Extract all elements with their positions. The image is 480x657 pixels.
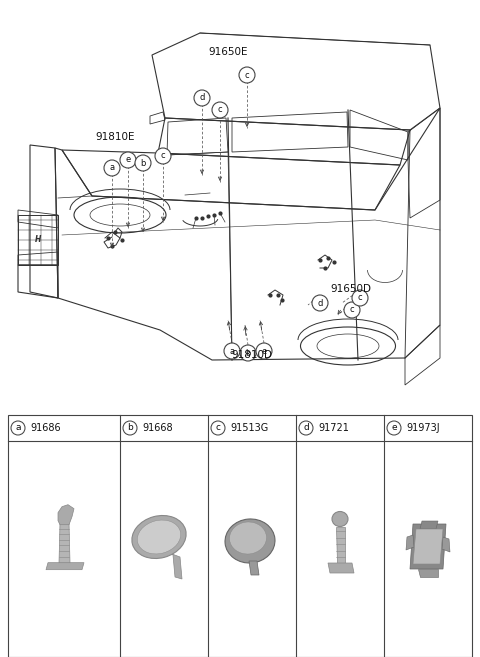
Circle shape bbox=[123, 421, 137, 435]
Circle shape bbox=[135, 155, 151, 171]
Text: d: d bbox=[303, 424, 309, 432]
Text: c: c bbox=[161, 152, 165, 160]
Text: a: a bbox=[109, 164, 115, 173]
Ellipse shape bbox=[74, 197, 166, 233]
Ellipse shape bbox=[300, 327, 396, 365]
Text: H: H bbox=[35, 235, 41, 244]
Text: c: c bbox=[218, 106, 222, 114]
Text: b: b bbox=[245, 348, 251, 357]
Text: 91668: 91668 bbox=[142, 423, 173, 433]
Polygon shape bbox=[58, 505, 74, 525]
Circle shape bbox=[312, 295, 328, 311]
Circle shape bbox=[352, 290, 368, 306]
Text: c: c bbox=[245, 70, 249, 79]
Circle shape bbox=[387, 421, 401, 435]
Circle shape bbox=[299, 421, 313, 435]
Circle shape bbox=[256, 343, 272, 359]
Polygon shape bbox=[328, 563, 354, 573]
Ellipse shape bbox=[229, 522, 266, 554]
Polygon shape bbox=[406, 535, 414, 550]
Polygon shape bbox=[336, 527, 345, 563]
Circle shape bbox=[11, 421, 25, 435]
Text: a: a bbox=[15, 424, 21, 432]
Circle shape bbox=[240, 345, 256, 361]
Text: e: e bbox=[262, 346, 266, 355]
Circle shape bbox=[155, 148, 171, 164]
Polygon shape bbox=[410, 524, 446, 569]
Text: e: e bbox=[391, 424, 397, 432]
Text: b: b bbox=[127, 424, 133, 432]
Polygon shape bbox=[46, 562, 84, 570]
Circle shape bbox=[239, 67, 255, 83]
Circle shape bbox=[194, 90, 210, 106]
Circle shape bbox=[344, 302, 360, 318]
Ellipse shape bbox=[225, 519, 275, 563]
Text: 91810D: 91810D bbox=[231, 350, 273, 360]
Text: c: c bbox=[358, 294, 362, 302]
Polygon shape bbox=[442, 537, 450, 552]
Text: 91973J: 91973J bbox=[406, 423, 440, 433]
Circle shape bbox=[212, 102, 228, 118]
Text: d: d bbox=[199, 93, 204, 102]
Ellipse shape bbox=[132, 516, 186, 558]
Polygon shape bbox=[413, 529, 443, 564]
Text: b: b bbox=[140, 158, 146, 168]
Text: 91721: 91721 bbox=[318, 423, 349, 433]
Text: d: d bbox=[317, 298, 323, 307]
Ellipse shape bbox=[137, 520, 180, 554]
Polygon shape bbox=[59, 523, 70, 562]
Circle shape bbox=[120, 152, 136, 168]
Circle shape bbox=[211, 421, 225, 435]
Polygon shape bbox=[418, 569, 438, 577]
Polygon shape bbox=[172, 554, 182, 579]
Bar bbox=[18, 215, 58, 265]
Text: 91686: 91686 bbox=[30, 423, 60, 433]
Ellipse shape bbox=[332, 512, 348, 526]
Text: e: e bbox=[125, 156, 131, 164]
Polygon shape bbox=[420, 521, 438, 529]
Text: 91513G: 91513G bbox=[230, 423, 268, 433]
Text: a: a bbox=[229, 346, 235, 355]
Circle shape bbox=[104, 160, 120, 176]
Text: 91650E: 91650E bbox=[208, 47, 248, 57]
Text: 91810E: 91810E bbox=[95, 132, 135, 142]
Polygon shape bbox=[249, 561, 259, 575]
Text: c: c bbox=[350, 306, 354, 315]
Bar bbox=[8, 415, 472, 657]
Text: c: c bbox=[216, 424, 220, 432]
Circle shape bbox=[224, 343, 240, 359]
Text: 91650D: 91650D bbox=[330, 284, 371, 294]
